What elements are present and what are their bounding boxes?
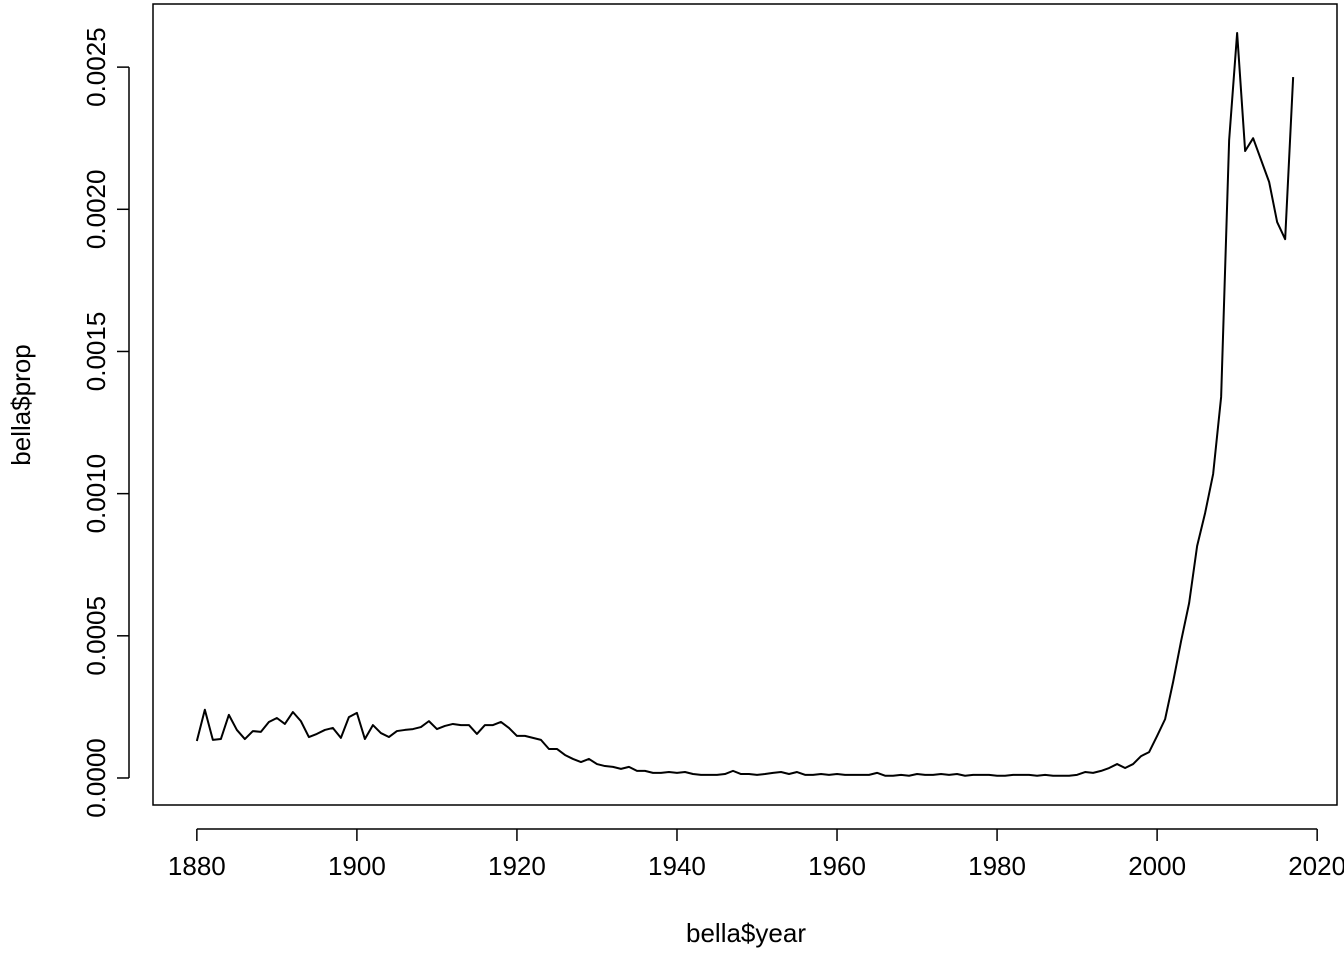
y-tick-label: 0.0010 [81, 454, 111, 534]
y-axis-label: bella$prop [6, 344, 36, 465]
x-tick-label: 1900 [328, 851, 386, 881]
x-tick-label: 2020 [1288, 851, 1344, 881]
y-tick-label: 0.0015 [81, 312, 111, 392]
x-tick-label: 1880 [168, 851, 226, 881]
x-tick-label: 1920 [488, 851, 546, 881]
y-tick-label: 0.0000 [81, 738, 111, 818]
x-tick-label: 1960 [808, 851, 866, 881]
x-axis-label: bella$year [686, 918, 806, 948]
plot-box [152, 3, 1338, 806]
y-tick-label: 0.0020 [81, 170, 111, 250]
x-tick-label: 1980 [968, 851, 1026, 881]
data-line [195, 32, 1295, 777]
y-tick-label: 0.0005 [81, 596, 111, 676]
x-tick-label: 2000 [1128, 851, 1186, 881]
x-tick-label: 1940 [648, 851, 706, 881]
y-tick-label: 0.0025 [81, 27, 111, 107]
